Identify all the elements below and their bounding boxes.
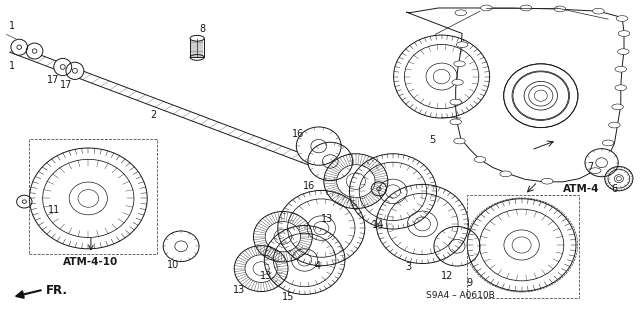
Ellipse shape — [234, 246, 288, 292]
Circle shape — [452, 79, 463, 85]
Circle shape — [474, 157, 486, 162]
Ellipse shape — [376, 184, 468, 263]
Text: 10: 10 — [166, 260, 179, 271]
Text: 17: 17 — [60, 79, 72, 90]
Ellipse shape — [467, 199, 576, 291]
Ellipse shape — [504, 64, 578, 128]
Ellipse shape — [26, 43, 43, 59]
Ellipse shape — [394, 35, 490, 118]
Circle shape — [554, 6, 566, 12]
Circle shape — [609, 122, 620, 128]
Ellipse shape — [163, 231, 199, 262]
Text: 14: 14 — [371, 220, 384, 230]
Text: 12: 12 — [440, 271, 453, 281]
Circle shape — [450, 99, 461, 105]
Circle shape — [612, 104, 623, 110]
Text: 5: 5 — [429, 135, 435, 145]
Text: 13: 13 — [232, 285, 245, 295]
Ellipse shape — [349, 154, 436, 229]
Text: 1: 1 — [8, 61, 15, 71]
Circle shape — [618, 31, 630, 36]
Ellipse shape — [296, 127, 341, 165]
Circle shape — [589, 168, 601, 174]
Text: 2: 2 — [150, 110, 157, 120]
Polygon shape — [190, 38, 204, 57]
Circle shape — [456, 42, 468, 48]
Text: 4: 4 — [315, 261, 321, 271]
Text: 15: 15 — [282, 292, 294, 302]
Ellipse shape — [585, 149, 618, 177]
Ellipse shape — [29, 148, 147, 249]
Circle shape — [450, 119, 461, 125]
Ellipse shape — [54, 58, 72, 76]
Ellipse shape — [308, 142, 353, 181]
Ellipse shape — [434, 226, 480, 266]
Text: ATM-4-10: ATM-4-10 — [63, 257, 118, 267]
Circle shape — [500, 171, 511, 177]
Ellipse shape — [605, 167, 633, 191]
Text: S9A4 – A0610B: S9A4 – A0610B — [426, 291, 495, 300]
Text: 9: 9 — [466, 278, 472, 288]
Polygon shape — [10, 47, 382, 189]
Text: 13: 13 — [321, 214, 333, 224]
Text: 3: 3 — [405, 262, 412, 272]
Text: 7: 7 — [587, 161, 593, 172]
Ellipse shape — [17, 195, 32, 208]
Circle shape — [455, 10, 467, 16]
Text: 17: 17 — [47, 75, 60, 85]
Circle shape — [481, 5, 492, 11]
Circle shape — [602, 140, 614, 146]
Circle shape — [615, 85, 627, 91]
Circle shape — [616, 16, 628, 21]
Text: 16: 16 — [303, 181, 316, 191]
Ellipse shape — [253, 211, 312, 262]
Ellipse shape — [264, 226, 345, 294]
Text: FR.: FR. — [46, 284, 68, 297]
Circle shape — [520, 5, 532, 11]
Circle shape — [541, 178, 553, 184]
Text: 13: 13 — [260, 271, 273, 281]
Text: 8: 8 — [199, 24, 205, 34]
Text: ATM-4: ATM-4 — [563, 184, 600, 194]
Circle shape — [593, 8, 604, 14]
Text: 1: 1 — [8, 20, 15, 31]
Ellipse shape — [190, 35, 204, 41]
Text: 11: 11 — [48, 205, 61, 215]
Text: 16: 16 — [292, 129, 305, 139]
Ellipse shape — [371, 182, 387, 196]
Circle shape — [454, 138, 465, 144]
Text: 6: 6 — [611, 184, 618, 194]
Circle shape — [454, 61, 465, 67]
Ellipse shape — [11, 39, 28, 55]
Ellipse shape — [278, 190, 365, 266]
Circle shape — [615, 66, 627, 72]
Ellipse shape — [66, 62, 84, 79]
Ellipse shape — [324, 154, 388, 209]
Circle shape — [618, 49, 629, 55]
